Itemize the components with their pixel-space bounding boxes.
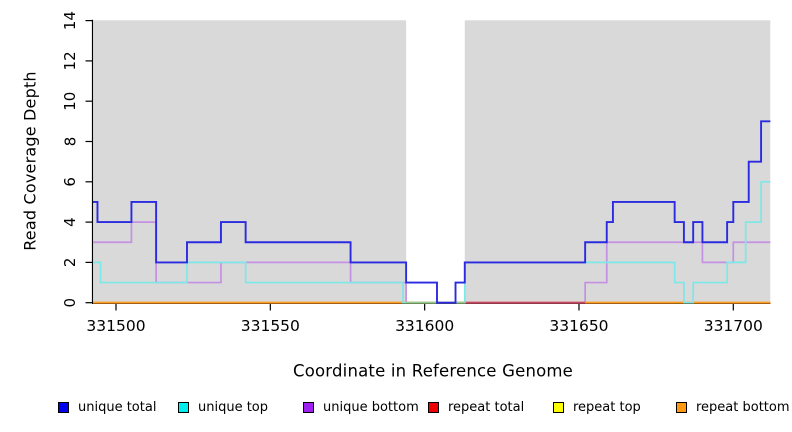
series-line-unique-total (93, 120, 771, 304)
legend-swatch-icon (676, 401, 687, 413)
legend-item-unique-top: unique top (178, 397, 268, 417)
y-tick-label: 2 (61, 258, 79, 268)
legend-label: unique total (78, 399, 157, 415)
plot-background-right (464, 20, 771, 303)
legend-swatch-icon (58, 401, 69, 413)
y-tick-label: 14 (61, 11, 79, 30)
y-tick-label: 12 (61, 51, 79, 70)
x-axis-label: Coordinate in Reference Genome (292, 361, 574, 381)
legend-item-repeat-total: repeat total (428, 397, 524, 417)
legend-label: repeat total (448, 399, 525, 415)
legend-item-unique-bottom: unique bottom (303, 397, 419, 417)
legend-swatch-icon (178, 401, 189, 413)
x-tick-label: 331500 (86, 317, 145, 335)
legend-swatch-icon (553, 401, 564, 413)
legend-label: unique bottom (323, 399, 419, 415)
legend-label: repeat bottom (696, 399, 790, 415)
x-tick-label: 331600 (395, 317, 454, 335)
y-tick-label: 6 (61, 177, 79, 187)
y-tick-label: 4 (61, 217, 79, 227)
y-tick-label: 0 (61, 298, 79, 308)
series-line-unique-top (93, 180, 771, 304)
x-tick-label: 331650 (549, 317, 608, 335)
legend-swatch-icon (428, 401, 439, 413)
plot-background-left (93, 20, 407, 303)
legend-label: unique top (198, 399, 269, 415)
y-tick-label: 10 (61, 92, 79, 111)
x-tick-label: 331550 (241, 317, 300, 335)
x-tick-label: 331700 (704, 317, 763, 335)
y-tick-label: 8 (61, 137, 79, 147)
legend-swatch-icon (303, 401, 314, 413)
y-axis-label: Read Coverage Depth (20, 71, 40, 251)
legend-item-repeat-top: repeat top (553, 397, 641, 417)
legend-item-repeat-bottom: repeat bottom (676, 397, 790, 417)
legend-item-unique-total: unique total (58, 397, 156, 417)
legend-label: repeat top (573, 399, 641, 415)
